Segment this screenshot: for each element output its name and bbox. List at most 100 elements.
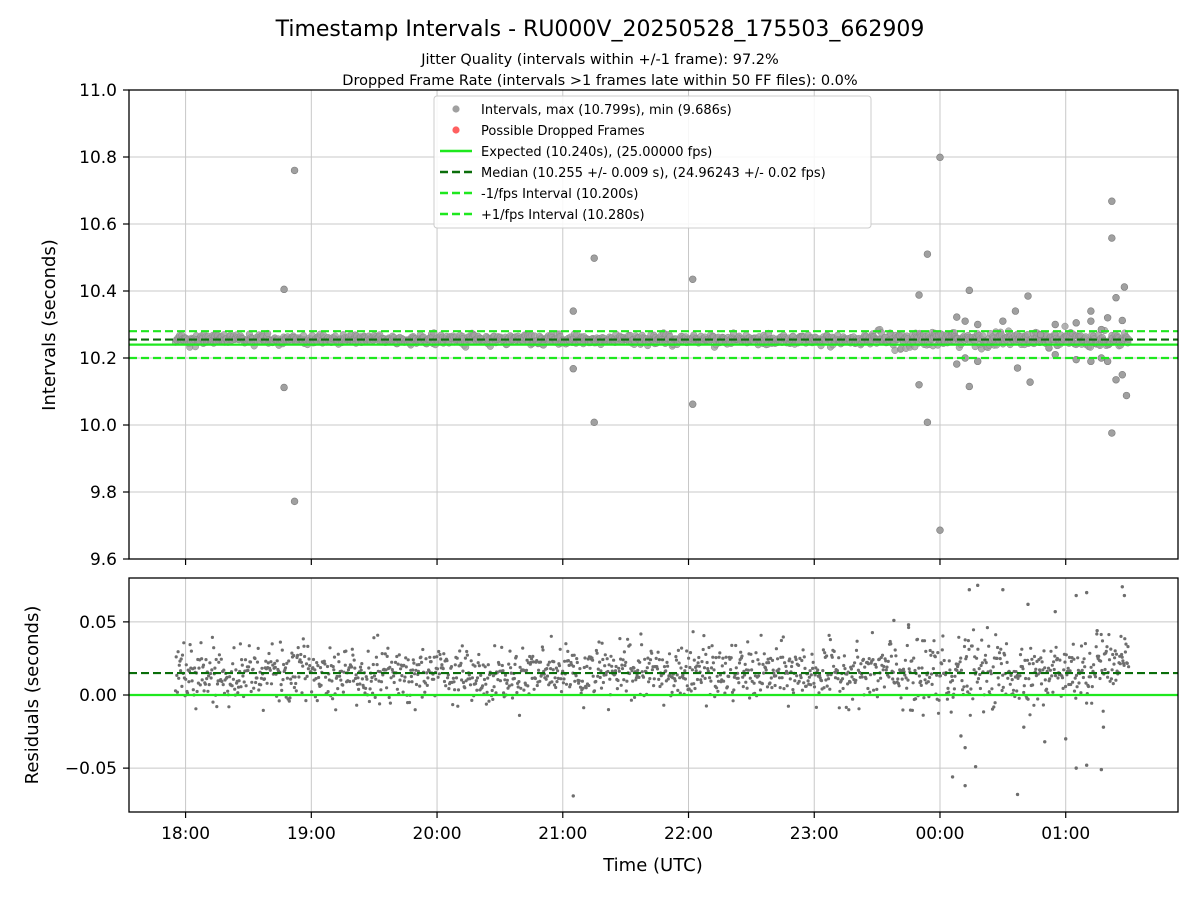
residual-point (359, 668, 363, 672)
residual-point (1056, 676, 1060, 680)
residual-point (759, 633, 763, 637)
bottom-ytick-label: 0.00 (79, 686, 117, 706)
residual-point (187, 680, 191, 684)
residual-point (1066, 666, 1070, 670)
residual-point (846, 682, 850, 686)
residual-point (674, 655, 678, 659)
residual-point (1073, 676, 1077, 680)
residual-point (737, 661, 742, 665)
residual-point (715, 674, 719, 678)
residual-point (848, 680, 852, 684)
residual-point (676, 648, 681, 653)
residual-point (835, 669, 840, 673)
residual-point (354, 673, 358, 677)
interval-outlier-point (915, 291, 923, 299)
residual-point (366, 649, 370, 653)
interval-outlier-point (689, 275, 697, 283)
residual-point (603, 653, 607, 657)
residual-outlier-point (1120, 585, 1124, 589)
residual-point (654, 656, 658, 661)
interval-outlier-point (569, 307, 577, 315)
residual-point (460, 644, 464, 648)
residual-point (1089, 665, 1093, 669)
residual-point (1104, 649, 1108, 654)
residual-point (559, 677, 563, 681)
residual-point (638, 660, 642, 664)
residual-point (888, 639, 892, 644)
residual-point (552, 660, 556, 664)
residual-point (594, 679, 598, 684)
residual-point (367, 699, 371, 704)
residual-point (453, 688, 457, 692)
residual-point (958, 660, 962, 664)
residual-outlier-point (1084, 763, 1089, 767)
residual-point (660, 682, 664, 686)
residual-point (734, 666, 738, 670)
residual-point (269, 682, 274, 686)
residual-point (680, 646, 684, 650)
residual-point (315, 661, 319, 665)
residual-point (1032, 703, 1036, 707)
residual-point (734, 643, 738, 648)
chart-subtitle-jitter: Jitter Quality (intervals within +/-1 fr… (420, 52, 779, 68)
residual-point (664, 669, 668, 673)
residual-point (600, 641, 604, 645)
residual-point (1050, 663, 1054, 667)
residual-point (374, 655, 378, 659)
residual-outlier-point (571, 794, 575, 798)
residual-point (864, 677, 868, 681)
residual-point (199, 641, 203, 645)
residual-point (598, 660, 602, 664)
residual-point (287, 699, 291, 703)
residual-point (256, 646, 260, 651)
residual-point (1077, 681, 1081, 685)
residual-point (880, 653, 885, 657)
residual-point (1082, 657, 1086, 661)
residual-point (838, 689, 842, 693)
residual-point (706, 667, 710, 671)
residual-point (662, 665, 667, 669)
residual-point (486, 676, 490, 680)
residual-point (509, 671, 513, 675)
residual-point (674, 658, 679, 662)
interval-outlier-point (974, 320, 982, 329)
residual-point (275, 659, 279, 663)
residual-point (301, 637, 305, 641)
residual-point (1108, 679, 1112, 683)
x-tick-label: 22:00 (664, 824, 713, 844)
interval-outlier-point (1072, 319, 1080, 327)
residual-point (371, 662, 375, 667)
x-tick-label: 19:00 (287, 824, 336, 844)
residual-point (684, 664, 688, 669)
residual-point (977, 667, 981, 671)
residual-point (485, 690, 489, 694)
residual-point (701, 647, 705, 652)
residual-point (365, 677, 369, 681)
residual-point (868, 673, 873, 677)
residual-point (893, 681, 897, 685)
residual-point (967, 647, 971, 652)
residual-outlier-point (1043, 740, 1047, 744)
residual-point (360, 662, 364, 666)
residual-point (191, 688, 195, 692)
residual-point (1126, 645, 1130, 649)
residual-point (518, 665, 522, 669)
residual-point (395, 654, 399, 659)
residual-point (1106, 675, 1110, 679)
residual-point (766, 657, 770, 661)
residual-point (379, 688, 383, 692)
residual-point (781, 635, 785, 639)
residual-point (189, 649, 193, 653)
residual-point (647, 680, 651, 684)
residual-point (819, 679, 824, 683)
residual-point (545, 674, 550, 678)
residual-point (388, 665, 392, 669)
residual-point (563, 659, 567, 663)
residual-point (456, 688, 461, 692)
residual-point (828, 638, 833, 642)
residual-point (841, 686, 845, 691)
residual-point (454, 676, 459, 680)
residual-point (833, 676, 838, 680)
legend-label: Median (10.255 +/- 0.009 s), (24.96243 +… (481, 166, 826, 181)
residual-point (851, 664, 855, 668)
